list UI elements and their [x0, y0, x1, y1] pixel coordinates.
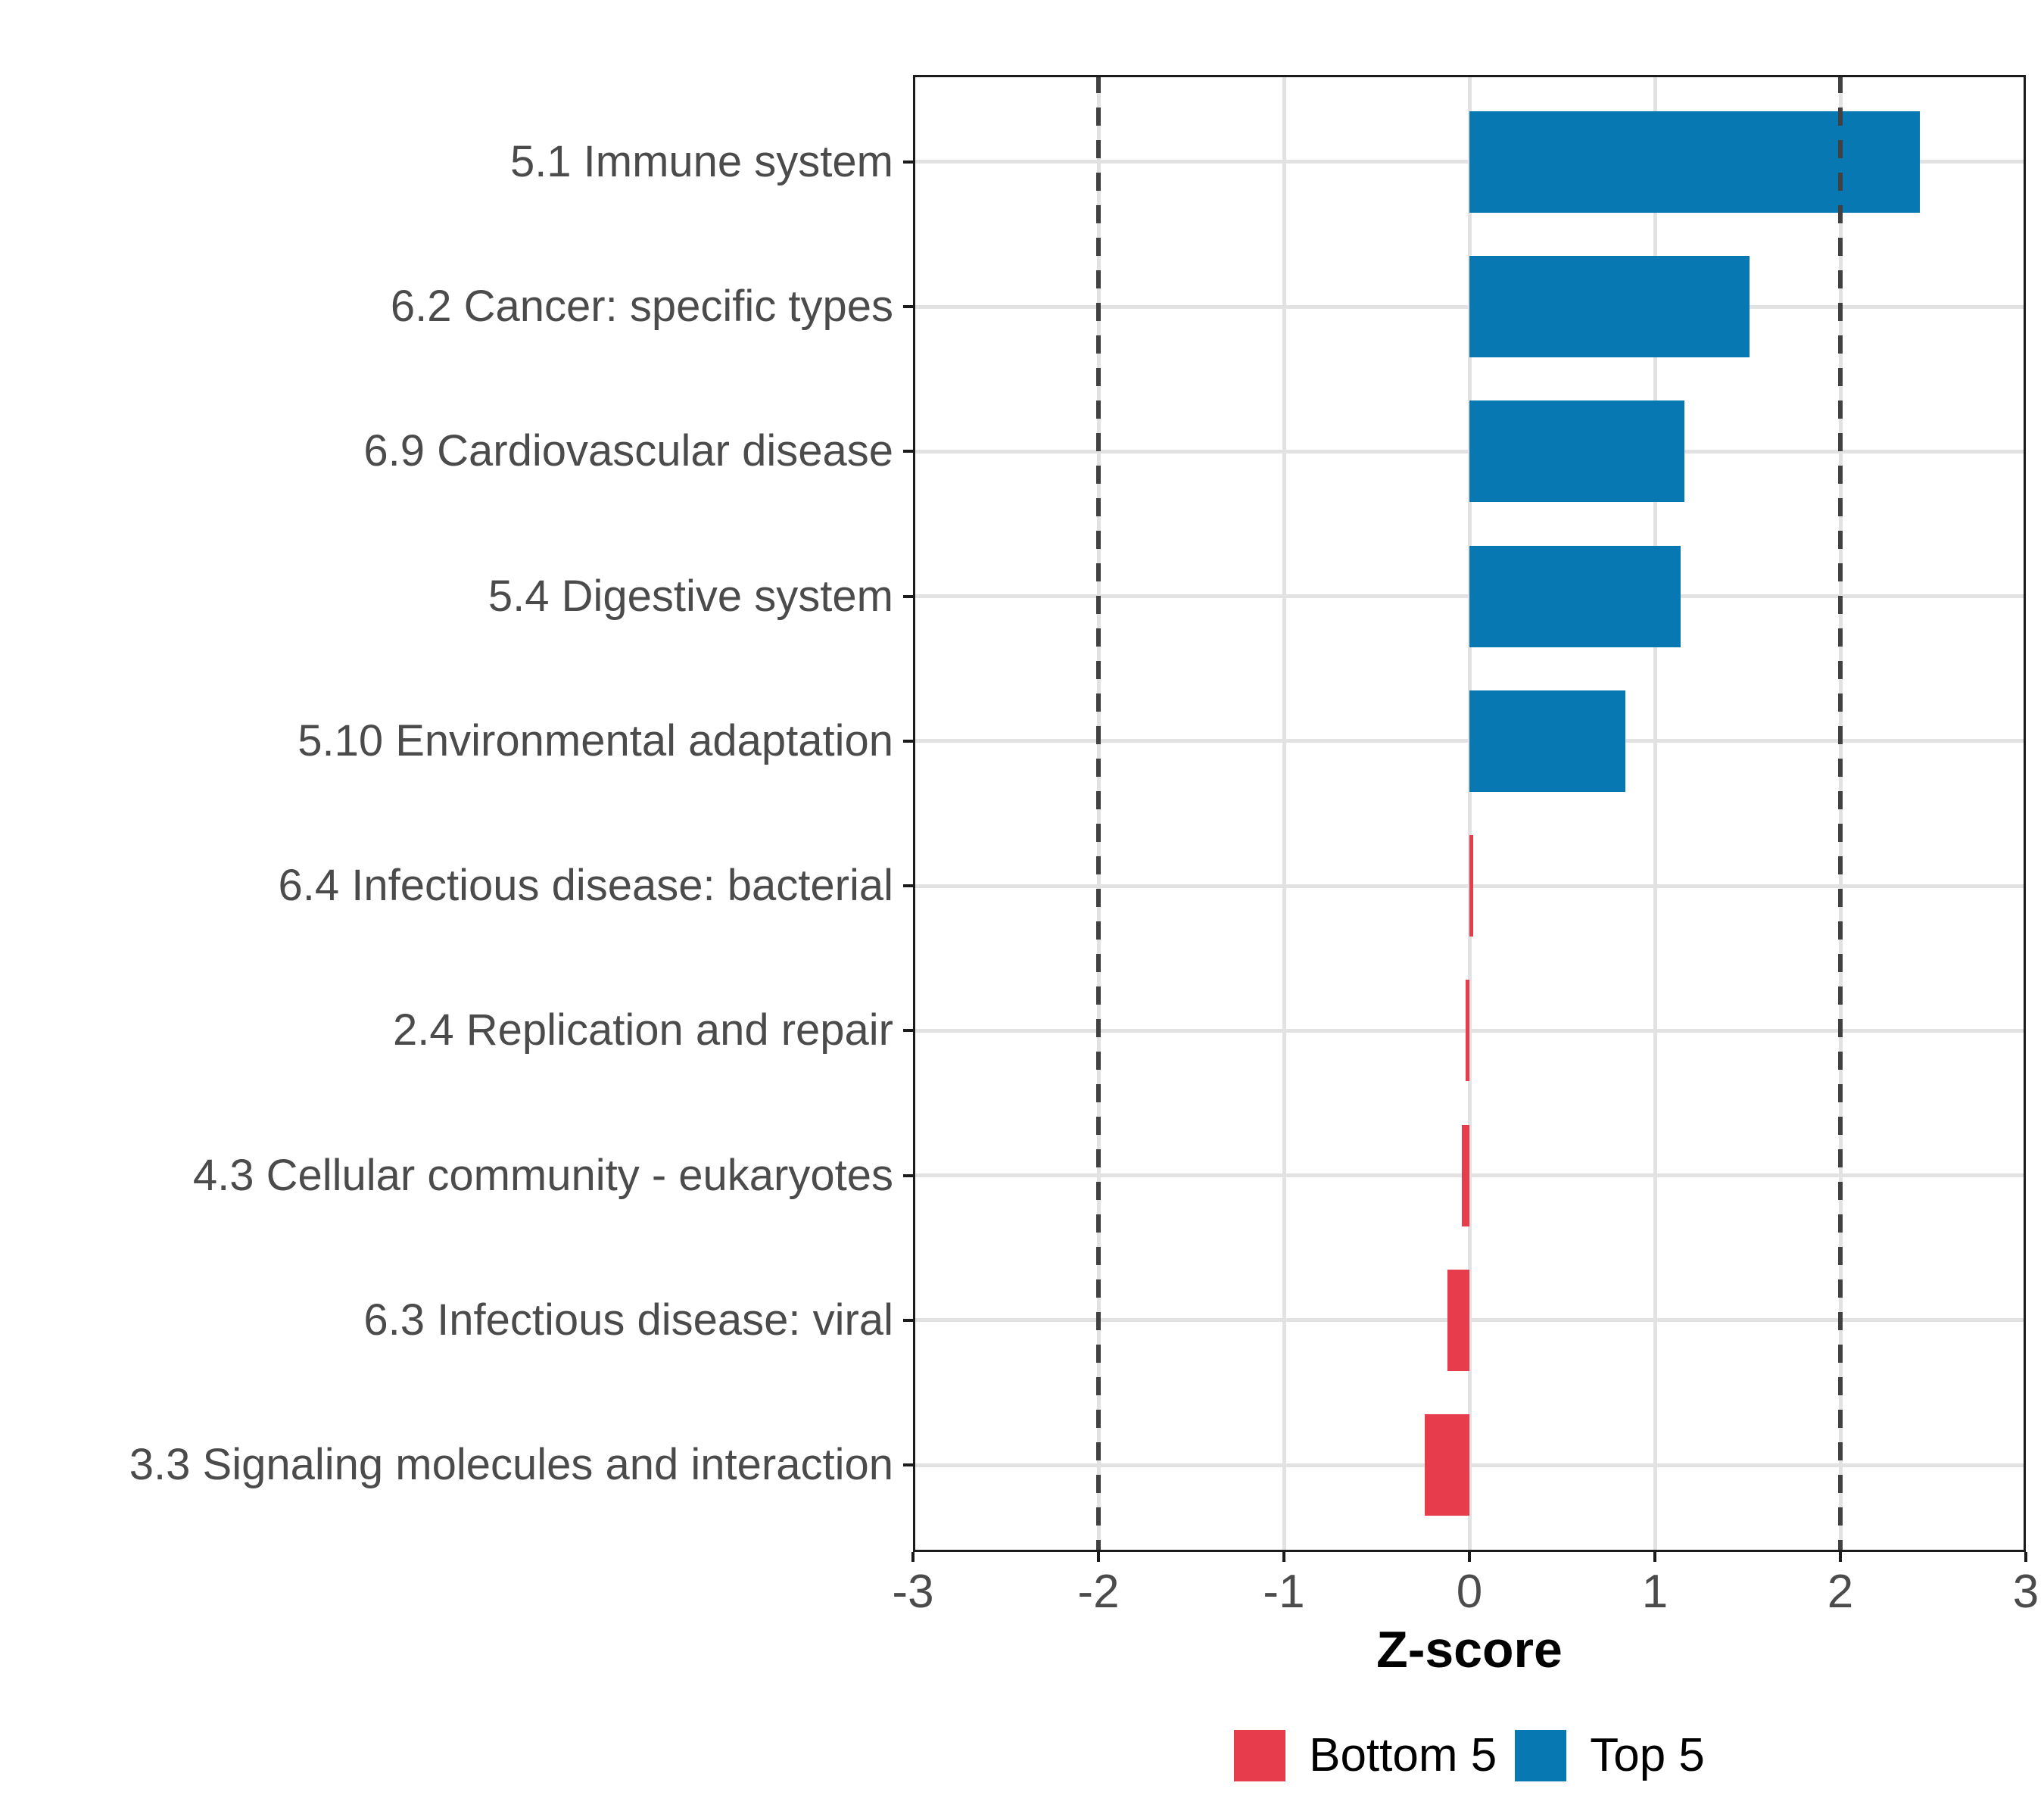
x-axis-tick	[1097, 1552, 1100, 1562]
y-axis-tick	[903, 594, 913, 598]
v-gridline	[1653, 75, 1657, 1552]
x-axis-tick	[2024, 1552, 2027, 1562]
category-label: 6.2 Cancer: specific types	[390, 282, 893, 332]
x-axis-tick-label: 3	[2012, 1566, 2039, 1618]
y-axis-tick	[903, 305, 913, 309]
y-axis-tick	[903, 1029, 913, 1033]
category-bar	[1469, 111, 1921, 213]
x-axis-title: Z-score	[1376, 1621, 1563, 1678]
y-axis-tick	[903, 1463, 913, 1467]
category-bar	[1466, 980, 1469, 1082]
legend-key-bottom-5-swatch	[1234, 1730, 1286, 1781]
y-axis-tick	[903, 1173, 913, 1177]
legend-key-top-5-swatch	[1515, 1730, 1567, 1781]
x-axis-tick	[1282, 1552, 1285, 1562]
category-bar	[1469, 690, 1625, 792]
category-label: 6.4 Infectious disease: bacterial	[278, 861, 893, 911]
x-axis-tick-label: -3	[892, 1566, 934, 1618]
y-axis-tick	[903, 160, 913, 164]
x-axis-tick	[1468, 1552, 1471, 1562]
category-label: 5.1 Immune system	[509, 136, 893, 186]
category-bar	[1469, 545, 1681, 647]
category-bar	[1425, 1414, 1469, 1516]
category-label: 3.3 Signaling molecules and interaction	[129, 1440, 893, 1490]
legend: Bottom 5 Top 5	[913, 1730, 2026, 1781]
x-axis-tick	[1653, 1552, 1656, 1562]
y-axis-tick	[903, 450, 913, 453]
v-gridline	[1467, 75, 1472, 1552]
x-axis-tick	[1839, 1552, 1842, 1562]
category-label: 6.9 Cardiovascular disease	[363, 426, 893, 476]
plot-panel	[913, 75, 2026, 1552]
x-axis-tick-label: -1	[1263, 1566, 1305, 1618]
y-axis-tick	[903, 884, 913, 888]
legend-label-top-5: Top 5	[1590, 1729, 1705, 1781]
legend-label-bottom-5: Bottom 5	[1309, 1729, 1497, 1781]
y-axis-tick	[903, 739, 913, 743]
category-bar	[1462, 1124, 1469, 1226]
x-axis-tick-label: 2	[1827, 1566, 1854, 1618]
reference-line	[1096, 75, 1101, 1552]
y-axis-tick	[903, 1318, 913, 1322]
legend-item-bottom-5: Bottom 5	[1234, 1730, 1497, 1781]
category-label: 5.10 Environmental adaptation	[298, 715, 893, 765]
category-label: 4.3 Cellular community - eukaryotes	[192, 1150, 893, 1200]
x-axis-tick-label: -2	[1077, 1566, 1120, 1618]
x-axis-tick-label: 1	[1641, 1566, 1669, 1618]
category-bar	[1469, 400, 1685, 503]
category-label: 5.4 Digestive system	[488, 571, 893, 621]
category-bar	[1469, 256, 1750, 358]
legend-item-top-5: Top 5	[1515, 1730, 1705, 1781]
x-axis-tick	[911, 1552, 915, 1562]
x-axis-tick-label: 0	[1456, 1566, 1483, 1618]
category-label: 2.4 Replication and repair	[393, 1005, 893, 1055]
category-bar	[1447, 1269, 1469, 1371]
category-bar	[1469, 835, 1473, 937]
reference-line	[1838, 75, 1843, 1552]
v-gridline	[1282, 75, 1286, 1552]
category-label: 6.3 Infectious disease: viral	[363, 1295, 893, 1345]
